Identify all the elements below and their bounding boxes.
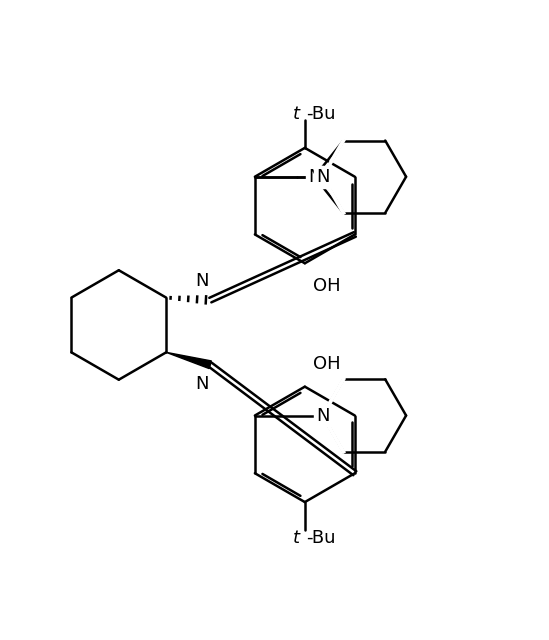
Text: N: N [195, 375, 208, 393]
Polygon shape [166, 353, 211, 369]
Text: -Bu: -Bu [306, 529, 335, 547]
Text: OH: OH [313, 277, 340, 295]
Text: $t$: $t$ [292, 105, 302, 123]
Text: OH: OH [313, 355, 340, 372]
Text: N: N [316, 168, 329, 186]
Text: -Bu: -Bu [306, 105, 335, 123]
Text: N: N [316, 406, 329, 424]
Text: $t$: $t$ [292, 529, 302, 547]
Text: N: N [308, 168, 321, 186]
Text: N: N [195, 272, 208, 290]
